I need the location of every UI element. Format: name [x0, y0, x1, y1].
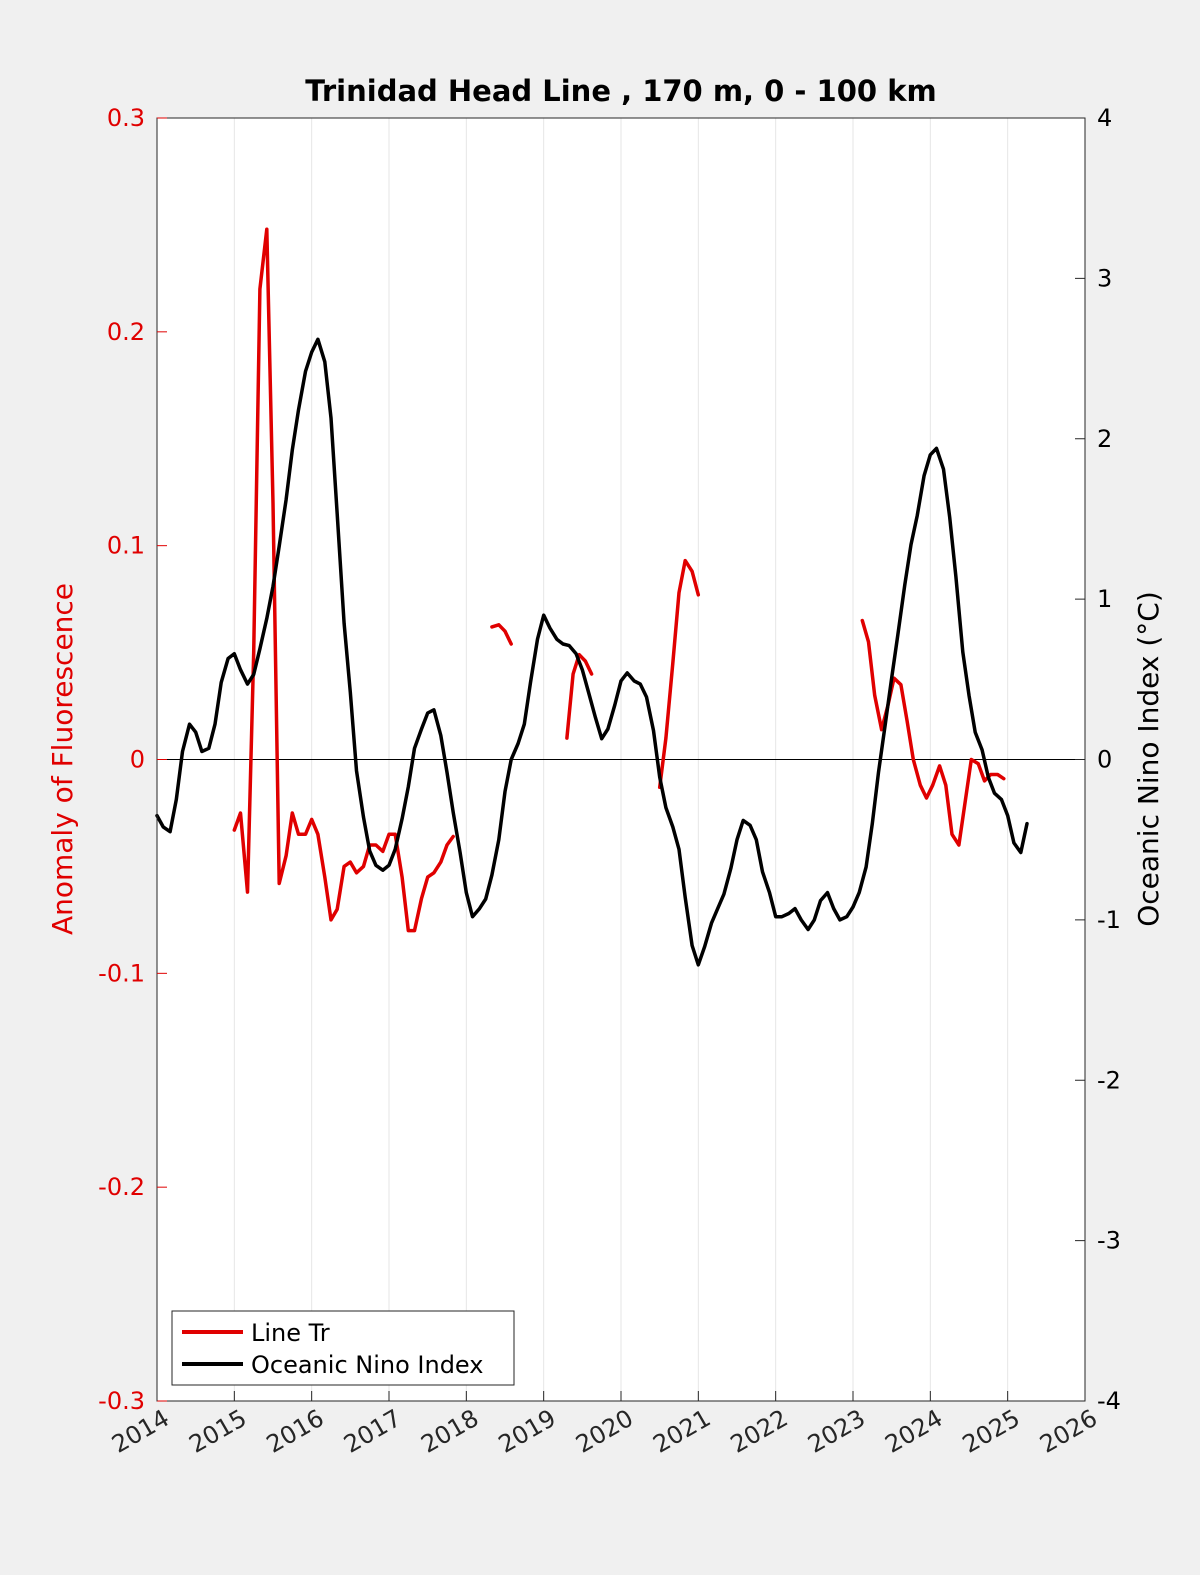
left-tick-label: 0.1	[107, 532, 145, 560]
right-tick-label: 0	[1097, 746, 1112, 774]
left-tick-label: 0.3	[107, 104, 145, 132]
right-tick-label: -3	[1097, 1227, 1121, 1255]
left-tick-label: -0.1	[98, 959, 145, 987]
right-axis: 4 3 2 1 0 -1 -2 -3 -4	[1075, 104, 1121, 1415]
right-tick-label: 2	[1097, 425, 1112, 453]
left-axis-label: Anomaly of Fluorescence	[46, 583, 79, 935]
right-tick-label: -2	[1097, 1066, 1121, 1094]
right-tick-label: -1	[1097, 906, 1121, 934]
chart-title: Trinidad Head Line , 170 m, 0 - 100 km	[305, 74, 936, 108]
line-tr-segment	[490, 623, 513, 646]
oni-line	[155, 337, 1029, 967]
right-tick-label: 1	[1097, 585, 1112, 613]
legend: Line Tr Oceanic Nino Index	[171, 1310, 515, 1386]
right-tick-label: 4	[1097, 104, 1112, 132]
left-axis: 0.3 0.2 0.1 0 -0.1 -0.2 -0.3	[98, 104, 167, 1415]
right-axis-label: Oceanic Nino Index (°C)	[1132, 591, 1165, 927]
left-tick-label: -0.3	[98, 1387, 145, 1415]
legend-label-oni: Oceanic Nino Index	[251, 1351, 483, 1379]
left-tick-label: 0	[130, 746, 145, 774]
right-tick-label: 3	[1097, 264, 1112, 292]
left-tick-label: -0.2	[98, 1173, 145, 1201]
right-tick-label: -4	[1097, 1387, 1121, 1415]
line-tr-segment	[232, 227, 455, 933]
legend-label-line-tr: Line Tr	[251, 1319, 330, 1347]
legend-box	[171, 1310, 515, 1386]
series-layer	[155, 227, 1029, 967]
line-tr-segment	[657, 558, 701, 790]
line-tr-segment	[565, 652, 594, 740]
left-tick-label: 0.2	[107, 318, 145, 346]
